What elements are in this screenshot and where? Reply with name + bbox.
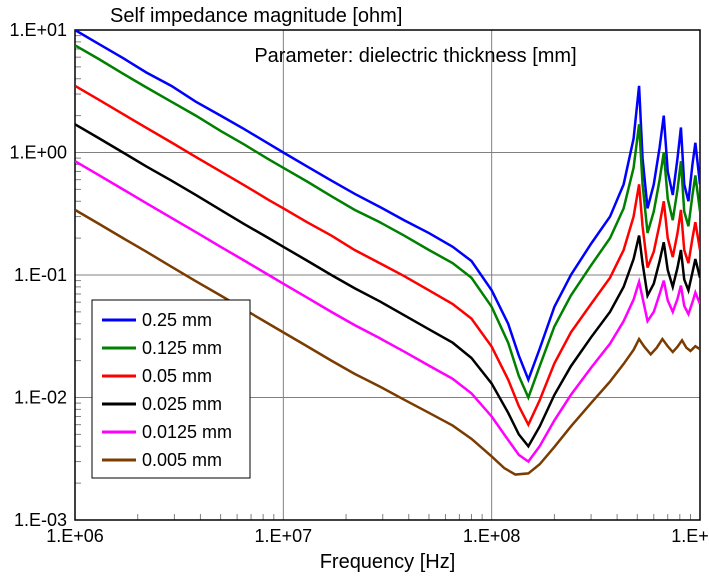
legend-label: 0.125 mm xyxy=(142,338,222,358)
x-tick-label: 1.E+09 xyxy=(671,526,709,546)
legend-label: 0.0125 mm xyxy=(142,422,232,442)
legend-label: 0.25 mm xyxy=(142,310,212,330)
y-tick-label: 1.E+00 xyxy=(9,143,67,163)
legend-label: 0.025 mm xyxy=(142,394,222,414)
chart-subtitle: Parameter: dielectric thickness [mm] xyxy=(254,45,576,67)
y-tick-label: 1.E+01 xyxy=(9,20,67,40)
legend-label: 0.005 mm xyxy=(142,450,222,470)
legend-label: 0.05 mm xyxy=(142,366,212,386)
x-axis-label: Frequency [Hz] xyxy=(320,551,456,573)
y-tick-label: 1.E-03 xyxy=(14,510,67,530)
impedance-chart: 1.E+061.E+071.E+081.E+091.E-031.E-021.E-… xyxy=(0,0,709,578)
x-tick-label: 1.E+08 xyxy=(463,526,521,546)
chart-svg: 1.E+061.E+071.E+081.E+091.E-031.E-021.E-… xyxy=(0,0,709,578)
y-tick-label: 1.E-02 xyxy=(14,388,67,408)
chart-title: Self impedance magnitude [ohm] xyxy=(110,5,402,27)
x-tick-label: 1.E+07 xyxy=(255,526,313,546)
y-tick-label: 1.E-01 xyxy=(14,265,67,285)
